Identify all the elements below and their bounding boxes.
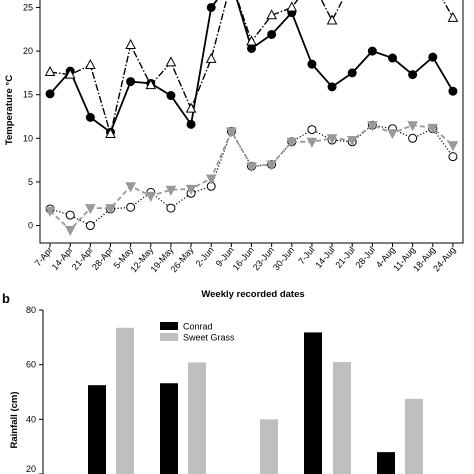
data-point bbox=[86, 113, 94, 121]
bar-sweet-grass bbox=[260, 419, 278, 474]
x-tick-label: 28-Apr bbox=[90, 245, 115, 272]
data-point bbox=[86, 222, 94, 230]
bar-sweet-grass bbox=[116, 328, 134, 474]
x-tick-label: 24-Aug bbox=[431, 245, 457, 274]
data-point bbox=[127, 203, 135, 211]
y-tick-label: 25 bbox=[23, 2, 33, 12]
series-line bbox=[50, 0, 453, 134]
series-line bbox=[50, 0, 453, 132]
panel-label-b: b bbox=[2, 291, 10, 306]
series-solid-black-filled-circle bbox=[46, 0, 457, 136]
legend-swatch bbox=[160, 333, 178, 341]
series-line bbox=[50, 125, 453, 230]
x-tick-label: 21-Apr bbox=[70, 245, 95, 272]
data-point bbox=[127, 78, 135, 86]
data-point bbox=[268, 30, 276, 38]
x-tick-label: 30-Jun bbox=[271, 245, 296, 273]
data-point bbox=[66, 226, 75, 235]
data-point bbox=[146, 192, 155, 201]
data-point bbox=[166, 57, 175, 66]
data-point bbox=[448, 142, 457, 151]
data-point bbox=[449, 153, 457, 161]
legend-label: Sweet Grass bbox=[183, 333, 235, 343]
data-point bbox=[409, 134, 417, 142]
legend-label: Conrad bbox=[183, 322, 213, 332]
data-point bbox=[46, 90, 54, 98]
y-tick-label: 10 bbox=[23, 133, 33, 143]
series-dashed-gray-filled-triangle-down bbox=[46, 122, 458, 235]
y-axis-label: Temperature °C bbox=[4, 75, 15, 145]
x-tick-label: 14-Apr bbox=[50, 245, 75, 272]
x-tick-label: 21-Jul bbox=[333, 245, 356, 270]
y-tick-label: 80 bbox=[26, 305, 36, 315]
bar-sweet-grass bbox=[405, 399, 423, 474]
data-point bbox=[207, 54, 216, 63]
data-point bbox=[389, 54, 397, 62]
data-point bbox=[388, 130, 397, 139]
data-point bbox=[368, 47, 376, 55]
x-tick-label: 26-May bbox=[169, 244, 196, 274]
legend-swatch bbox=[160, 322, 178, 330]
y-tick-label: 20 bbox=[26, 464, 36, 474]
data-point bbox=[126, 40, 135, 49]
bar-conrad bbox=[160, 383, 178, 474]
x-axis-label: Weekly recorded dates bbox=[201, 289, 304, 300]
y-tick-label: 5 bbox=[28, 177, 33, 187]
data-point bbox=[66, 211, 74, 219]
x-tick-label: 14-Jul bbox=[313, 245, 336, 270]
bar-conrad bbox=[304, 332, 322, 474]
data-point bbox=[409, 71, 417, 79]
y-axis-label-rainfall: Rainfall (cm) bbox=[9, 391, 20, 448]
x-tick-label: 28-Jul bbox=[353, 245, 376, 270]
bar-sweet-grass bbox=[333, 362, 351, 474]
data-point bbox=[308, 60, 316, 68]
data-point bbox=[187, 120, 195, 128]
y-tick-label: 20 bbox=[23, 46, 33, 56]
x-tick-label: 2-Jun bbox=[194, 245, 216, 269]
temperature-chart: 05101520257-Apr14-Apr21-Apr28-Apr5-May12… bbox=[4, 0, 463, 300]
data-point bbox=[429, 53, 437, 61]
y-tick-label: 0 bbox=[28, 221, 33, 231]
bar-conrad bbox=[88, 385, 106, 474]
data-point bbox=[248, 44, 256, 52]
y-tick-label: 40 bbox=[26, 414, 36, 424]
y-tick-label: 60 bbox=[26, 360, 36, 370]
data-point bbox=[126, 183, 135, 192]
data-point bbox=[348, 69, 356, 77]
series-dashdot-black-open-triangle bbox=[46, 0, 458, 137]
data-point bbox=[207, 175, 216, 184]
data-point bbox=[308, 126, 316, 134]
data-point bbox=[328, 16, 337, 25]
data-point bbox=[448, 13, 457, 22]
data-point bbox=[167, 92, 175, 100]
data-point bbox=[207, 3, 215, 11]
bar-sweet-grass bbox=[188, 362, 206, 474]
data-point bbox=[449, 87, 457, 95]
data-point bbox=[46, 67, 55, 76]
data-point bbox=[328, 83, 336, 91]
data-point bbox=[167, 204, 175, 212]
y-tick-label: 15 bbox=[23, 90, 33, 100]
bar-conrad bbox=[377, 452, 395, 474]
data-point bbox=[86, 60, 95, 69]
